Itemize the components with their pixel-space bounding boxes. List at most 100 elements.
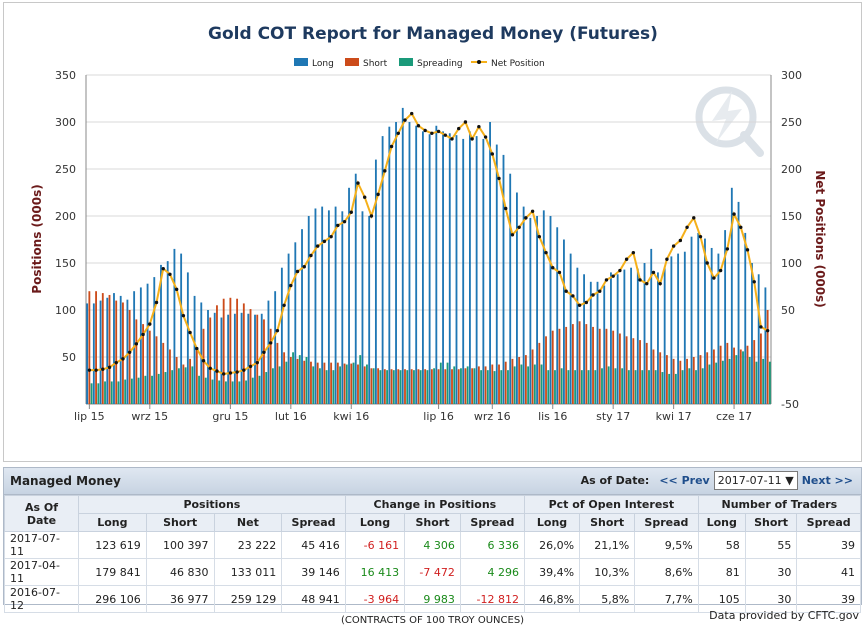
table-cell: 55 — [744, 531, 798, 559]
bar-long — [388, 126, 391, 404]
y2-axis-title: Net Positions (000s) — [813, 170, 827, 308]
chart-container: 50 100 150 200 250 300 350 -50 50 100 150 200 250 300… — [3, 2, 862, 462]
net-position-point — [383, 169, 387, 173]
bar-long — [274, 291, 277, 404]
bar-spreading — [607, 366, 610, 404]
table-cell: 5,8% — [579, 585, 636, 613]
bar-long — [321, 206, 324, 404]
bar-long — [502, 154, 505, 404]
net-position-point — [309, 253, 313, 258]
bar-long — [341, 211, 344, 404]
net-position-point — [497, 176, 501, 181]
table-row: 2016-07-12 296 106 36 977 259 129 48 941 -3 9… — [4, 585, 861, 613]
bar-short — [108, 294, 111, 404]
bar-spreading — [594, 370, 597, 404]
net-position-point — [463, 120, 468, 124]
net-position-point — [289, 283, 293, 288]
bar-short — [692, 357, 695, 404]
bar-short — [155, 336, 158, 404]
bar-short — [457, 369, 460, 404]
bar-spreading — [345, 364, 348, 404]
table-cell: 81 — [697, 558, 746, 586]
bar-long — [468, 131, 471, 404]
bar-long — [744, 232, 747, 404]
bar-short — [484, 366, 487, 404]
table-cell: 26,0% — [523, 531, 581, 559]
bar-short — [424, 369, 427, 404]
bar-long — [576, 267, 579, 404]
bar-short — [363, 366, 366, 404]
net-position-point — [275, 328, 280, 333]
sub-header-short-8: Short — [579, 513, 636, 532]
bar-long — [529, 217, 532, 404]
managed-money-panel: Managed Money As of Date: << Prev 2017-0… — [3, 467, 862, 626]
units-footnote: (CONTRACTS OF 100 TROY OUNCES) — [340, 615, 525, 626]
bar-long — [361, 211, 364, 404]
bar-short — [524, 355, 527, 404]
x-tick-label: wrz 16 — [474, 410, 511, 423]
bar-short — [249, 309, 252, 404]
bar-short — [390, 369, 393, 404]
bar-spreading — [419, 370, 422, 404]
bar-long — [636, 268, 639, 404]
bar-spreading — [708, 364, 711, 404]
bar-long — [354, 173, 357, 404]
net-position-point — [262, 350, 266, 354]
bar-spreading — [191, 366, 194, 404]
net-position-point — [94, 368, 98, 372]
sub-header-long-4: Long — [344, 513, 406, 532]
bar-long — [368, 216, 371, 404]
bar-long — [408, 122, 411, 404]
net-position-point — [282, 303, 286, 307]
bar-short — [665, 355, 668, 404]
bar-long — [563, 239, 565, 404]
net-position-point — [443, 133, 447, 137]
bar-short — [531, 349, 534, 404]
net-position-point — [765, 328, 770, 333]
bar-short — [726, 342, 729, 404]
table-cell: 30 — [744, 558, 798, 586]
bar-spreading — [386, 370, 389, 404]
bar-spreading — [171, 370, 174, 404]
bar-spreading — [151, 375, 153, 404]
bar-long — [542, 210, 545, 404]
bar-long — [254, 314, 256, 404]
bar-long — [227, 314, 230, 404]
bar-spreading — [292, 352, 294, 404]
bar-spreading — [721, 360, 724, 404]
bar-long — [509, 173, 512, 404]
table-cell: 4 296 — [459, 558, 525, 586]
net-position-point — [410, 111, 414, 116]
bar-short — [343, 363, 346, 404]
table-cell: 100 397 — [145, 531, 215, 559]
cot-table: As Of Date Positions Change in Positions… — [4, 495, 862, 613]
date-select[interactable]: 2017-07-11 ▼ — [713, 471, 798, 490]
table-cell: 46,8% — [523, 585, 581, 613]
table-cell: 41 — [796, 558, 861, 586]
bar-spreading — [352, 362, 355, 404]
bar-spreading — [117, 381, 120, 404]
next-link[interactable]: Next >> — [801, 474, 853, 487]
bar-long — [603, 285, 606, 404]
x-tick-label: lut 16 — [275, 410, 307, 423]
table-cell: -6 161 — [344, 531, 406, 559]
bar-short — [162, 342, 165, 404]
bar-long — [401, 107, 404, 405]
bar-short — [336, 362, 339, 404]
bar-short — [618, 333, 621, 404]
bar-spreading — [332, 370, 335, 404]
net-position-point — [436, 129, 441, 134]
x-tick-label: gru 15 — [212, 410, 248, 423]
net-position-point — [604, 278, 609, 282]
net-position-point — [349, 210, 353, 214]
net-position-point — [705, 261, 709, 265]
net-position-point — [718, 268, 723, 273]
prev-link[interactable]: << Prev — [659, 474, 710, 487]
bar-long — [314, 208, 317, 404]
net-position-point — [127, 350, 132, 354]
table-body: 2017-07-11 123 619 100 397 23 222 45 416 -6 1… — [4, 531, 861, 613]
bar-short — [739, 349, 742, 404]
bar-short — [504, 361, 507, 404]
data-credit[interactable]: Data provided by CFTC.gov — [709, 609, 859, 622]
bar-spreading — [130, 378, 133, 404]
